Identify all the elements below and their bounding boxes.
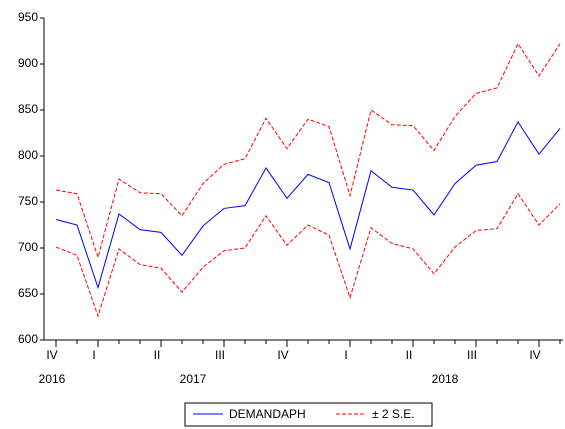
legend-box — [184, 402, 433, 427]
x-tick-label: II — [154, 348, 161, 362]
series-line — [55, 192, 561, 318]
x-tick-label: IV — [529, 348, 540, 362]
legend-label: DEMANDAPH — [229, 407, 306, 421]
year-label: 2017 — [180, 372, 207, 386]
y-tick-label: 800 — [18, 148, 38, 162]
year-label: 2018 — [432, 372, 459, 386]
y-tick-label: 850 — [18, 102, 38, 116]
legend-label: ± 2 S.E. — [372, 407, 415, 421]
y-tick-label: 600 — [18, 332, 38, 346]
y-tick-label: 700 — [18, 240, 38, 254]
x-tick-label: IV — [46, 348, 57, 362]
x-tick-label: IV — [277, 348, 288, 362]
series-line — [55, 42, 561, 259]
y-tick-label: 950 — [18, 10, 38, 24]
series-line — [55, 120, 561, 290]
x-tick-label: III — [215, 348, 225, 362]
y-tick-label: 900 — [18, 56, 38, 70]
y-tick-label: 650 — [18, 286, 38, 300]
x-tick-label: I — [92, 348, 95, 362]
year-label: 2016 — [39, 372, 66, 386]
x-tick-label: I — [344, 348, 347, 362]
x-tick-label: III — [467, 348, 477, 362]
y-tick-label: 750 — [18, 194, 38, 208]
x-tick-label: II — [406, 348, 413, 362]
